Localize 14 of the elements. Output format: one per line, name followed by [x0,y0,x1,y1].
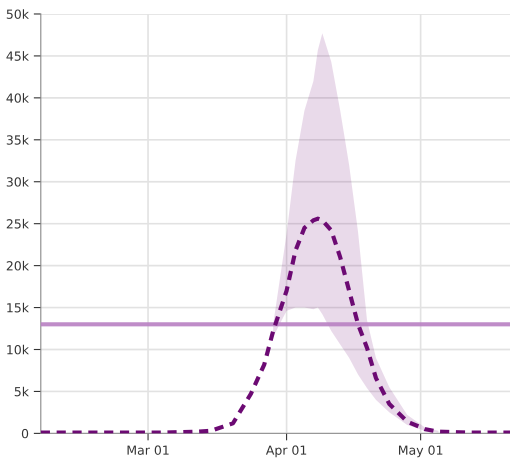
x-tick-label: Apr 01 [266,445,306,458]
y-tick-label: 30k [6,176,29,187]
y-tick-label: 50k [6,9,29,19]
x-tick-label: Mar 01 [128,445,169,455]
y-tick-label: 0 [22,428,28,438]
y-tick-label: 25k [6,218,29,229]
y-tick-label: 15k [7,302,29,312]
y-tick-label: 35k [6,135,29,145]
y-tick-label: 5k [14,386,29,396]
y-tick-label: 40k [6,93,29,103]
y-tick-label: 10k [7,344,29,354]
y-tick-label: 20k [6,260,29,271]
x-tick-label: May 01 [398,445,442,458]
y-tick-label: 45k [6,51,29,61]
